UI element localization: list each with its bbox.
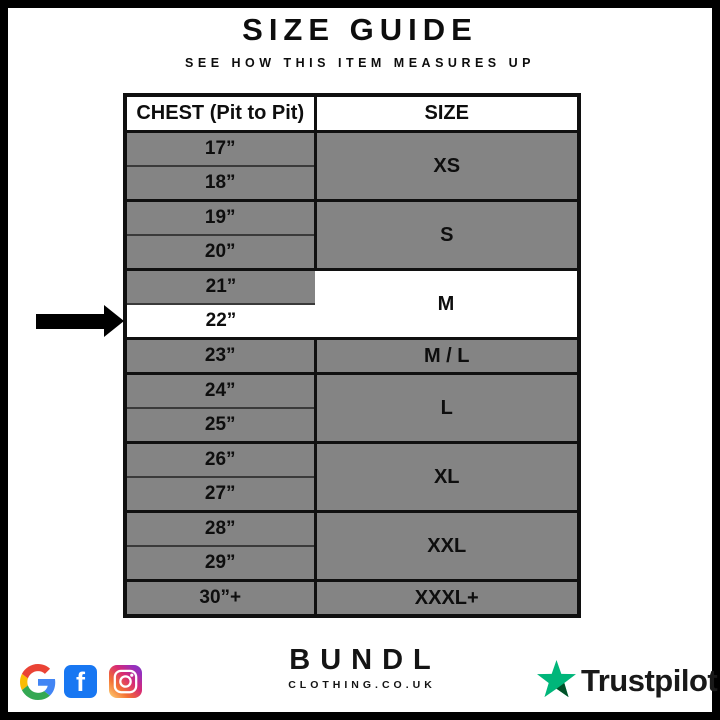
size-cell-xl: XL	[315, 441, 579, 512]
size-cell-s: S	[315, 199, 579, 270]
chest-cell-18: 18”	[125, 165, 317, 201]
chest-cell-27: 27”	[125, 476, 317, 512]
table-row: 24” L	[125, 372, 579, 443]
table-row: 29”	[125, 545, 579, 581]
size-cell-xxl: XXL	[315, 510, 579, 581]
size-cell-m-l: M / L	[315, 337, 579, 374]
size-guide-table: CHEST (Pit to Pit) SIZE 17” XS 18” 19” S…	[123, 93, 581, 618]
table-row: 27”	[125, 476, 579, 512]
chest-cell-19: 19”	[125, 199, 317, 235]
facebook-icon[interactable]: f	[64, 665, 97, 698]
chest-cell-28: 28”	[125, 510, 317, 546]
table-row: 19” S	[125, 199, 579, 270]
size-cell-m-highlighted: M	[315, 268, 579, 339]
chest-cell-20: 20”	[125, 234, 317, 270]
chest-cell-30plus: 30”+	[125, 579, 317, 616]
trustpilot-label: Trustpilot	[581, 662, 718, 698]
instagram-icon[interactable]	[109, 665, 142, 698]
highlight-arrow-head-icon	[104, 305, 124, 337]
trustpilot-star-icon	[537, 660, 576, 698]
table-row-highlighted: 22”	[125, 303, 579, 339]
chest-cell-21: 21”	[125, 268, 315, 304]
highlight-arrow-icon	[36, 314, 106, 329]
brand-name: BUNDL	[289, 644, 441, 676]
chest-cell-23: 23”	[125, 337, 317, 374]
table-row: 30”+ XXXL+	[125, 579, 579, 616]
facebook-f-letter: f	[76, 667, 85, 697]
size-cell-xs: XS	[315, 130, 579, 201]
chest-cell-17: 17”	[125, 130, 317, 166]
size-cell-l: L	[315, 372, 579, 443]
table-row: 20”	[125, 234, 579, 270]
table-row: 17” XS	[125, 130, 579, 201]
table-row: 25”	[125, 407, 579, 443]
brand-logo: BUNDL CLOTHING.CO.UK	[279, 644, 441, 691]
table-row: 26” XL	[125, 441, 579, 512]
table-header-row: CHEST (Pit to Pit) SIZE	[125, 95, 579, 132]
page-subtitle: SEE HOW THIS ITEM MEASURES UP	[185, 56, 535, 70]
size-cell-xxxlplus: XXXL+	[315, 579, 579, 616]
brand-domain: CLOTHING.CO.UK	[288, 679, 436, 691]
table-row: 21” M	[125, 268, 579, 339]
column-header-chest: CHEST (Pit to Pit)	[125, 95, 317, 132]
chest-cell-29: 29”	[125, 545, 317, 581]
column-header-size: SIZE	[315, 95, 579, 132]
google-icon[interactable]	[20, 664, 56, 700]
chest-cell-25: 25”	[125, 407, 317, 443]
chest-cell-26: 26”	[125, 441, 317, 477]
chest-cell-22-highlighted: 22”	[125, 303, 315, 339]
trustpilot-logo[interactable]: Trustpilot	[536, 660, 718, 701]
page-title: SIZE GUIDE	[242, 12, 478, 47]
table-row: 23” M / L	[125, 337, 579, 374]
table-row: 18”	[125, 165, 579, 201]
chest-cell-24: 24”	[125, 372, 317, 408]
table-row: 28” XXL	[125, 510, 579, 581]
